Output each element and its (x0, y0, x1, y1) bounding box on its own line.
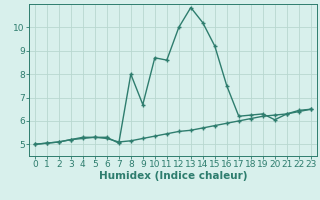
X-axis label: Humidex (Indice chaleur): Humidex (Indice chaleur) (99, 171, 247, 181)
